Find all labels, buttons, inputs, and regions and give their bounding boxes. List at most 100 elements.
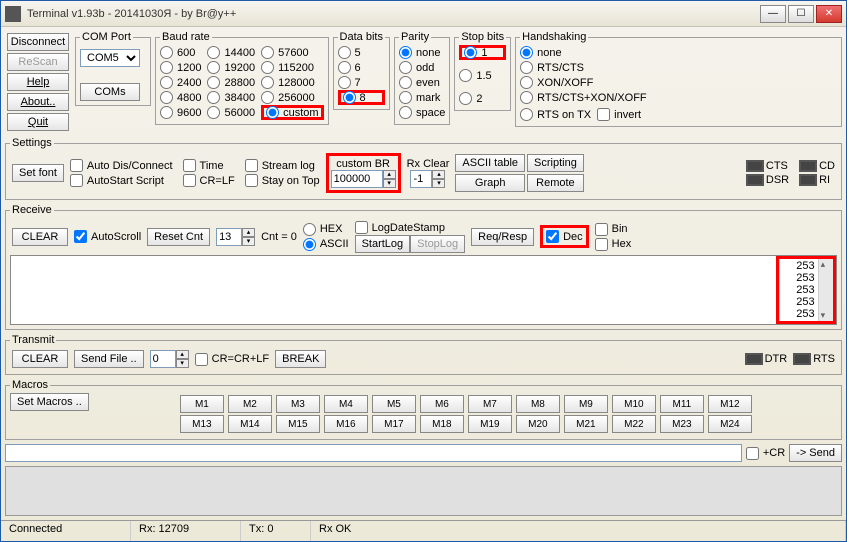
tx-clear-button[interactable]: CLEAR bbox=[12, 350, 68, 368]
startlog-button[interactable]: StartLog bbox=[355, 235, 411, 253]
help-button[interactable]: Help bbox=[7, 73, 69, 91]
asciitable-button[interactable]: ASCII table bbox=[455, 154, 525, 172]
reqresp-button[interactable]: Req/Resp bbox=[471, 228, 534, 246]
macro-m22[interactable]: M22 bbox=[612, 415, 656, 433]
about-button[interactable]: About.. bbox=[7, 93, 69, 111]
hex-radio[interactable]: HEX bbox=[303, 222, 349, 237]
macro-m19[interactable]: M19 bbox=[468, 415, 512, 433]
sendfile-button[interactable]: Send File .. bbox=[74, 350, 144, 368]
macro-m17[interactable]: M17 bbox=[372, 415, 416, 433]
baud-19200[interactable]: 19200 bbox=[207, 60, 255, 75]
break-button[interactable]: BREAK bbox=[275, 350, 326, 368]
comport-select[interactable]: COM5 bbox=[80, 49, 140, 67]
graph-button[interactable]: Graph bbox=[455, 174, 525, 192]
stayontop-check[interactable]: Stay on Top bbox=[245, 173, 320, 188]
minimize-button[interactable]: — bbox=[760, 5, 786, 23]
send-input[interactable] bbox=[5, 444, 742, 462]
stopbits-2[interactable]: 2 bbox=[459, 91, 506, 106]
bin-check[interactable]: Bin bbox=[595, 222, 632, 237]
baud-14400[interactable]: 14400 bbox=[207, 45, 255, 60]
macro-m9[interactable]: M9 bbox=[564, 395, 608, 413]
baud-256000[interactable]: 256000 bbox=[261, 90, 323, 105]
baud-28800[interactable]: 28800 bbox=[207, 75, 255, 90]
macro-m13[interactable]: M13 bbox=[180, 415, 224, 433]
databits-5[interactable]: 5 bbox=[338, 45, 385, 60]
macro-m4[interactable]: M4 bbox=[324, 395, 368, 413]
dec-check[interactable]: Dec bbox=[546, 229, 583, 244]
baud-600[interactable]: 600 bbox=[160, 45, 201, 60]
baud-56000[interactable]: 56000 bbox=[207, 105, 255, 120]
custombr-input[interactable] bbox=[331, 170, 383, 188]
baud-38400[interactable]: 38400 bbox=[207, 90, 255, 105]
handshake-RTS/CTS[interactable]: RTS/CTS bbox=[520, 60, 837, 75]
rtsontx-radio[interactable]: RTS on TX bbox=[520, 107, 591, 122]
remote-button[interactable]: Remote bbox=[527, 174, 584, 192]
disconnect-button[interactable]: Disconnect bbox=[7, 33, 69, 51]
streamlog-check[interactable]: Stream log bbox=[245, 158, 320, 173]
send-button[interactable]: -> Send bbox=[789, 444, 842, 462]
macro-m23[interactable]: M23 bbox=[660, 415, 704, 433]
parity-space[interactable]: space bbox=[399, 105, 445, 120]
crcrlf-check[interactable]: CR=CR+LF bbox=[195, 352, 269, 367]
autostart-check[interactable]: AutoStart Script bbox=[70, 173, 173, 188]
rx-clear-button[interactable]: CLEAR bbox=[12, 228, 68, 246]
parity-none[interactable]: none bbox=[399, 45, 445, 60]
invert-check[interactable]: invert bbox=[597, 107, 641, 122]
hex2-check[interactable]: Hex bbox=[595, 237, 632, 252]
resetcnt-button[interactable]: Reset Cnt bbox=[147, 228, 210, 246]
macro-m2[interactable]: M2 bbox=[228, 395, 272, 413]
macro-m12[interactable]: M12 bbox=[708, 395, 752, 413]
macro-m16[interactable]: M16 bbox=[324, 415, 368, 433]
macro-m3[interactable]: M3 bbox=[276, 395, 320, 413]
rts-indicator[interactable]: RTS bbox=[793, 353, 835, 365]
stopbits-1[interactable]: 1 bbox=[459, 45, 506, 60]
macro-m24[interactable]: M24 bbox=[708, 415, 752, 433]
macro-m15[interactable]: M15 bbox=[276, 415, 320, 433]
macro-m21[interactable]: M21 bbox=[564, 415, 608, 433]
macro-m18[interactable]: M18 bbox=[420, 415, 464, 433]
stopbits-1.5[interactable]: 1.5 bbox=[459, 68, 506, 83]
databits-6[interactable]: 6 bbox=[338, 60, 385, 75]
rescan-button[interactable]: ReScan bbox=[7, 53, 69, 71]
quit-button[interactable]: Quit bbox=[7, 113, 69, 131]
parity-mark[interactable]: mark bbox=[399, 90, 445, 105]
coms-button[interactable]: COMs bbox=[80, 83, 140, 101]
baud-115200[interactable]: 115200 bbox=[261, 60, 323, 75]
logdatestamp-check[interactable]: LogDateStamp bbox=[355, 220, 466, 235]
parity-even[interactable]: even bbox=[399, 75, 445, 90]
handshake-RTS/CTS+XON/XOFF[interactable]: RTS/CTS+XON/XOFF bbox=[520, 90, 837, 105]
crlf-check[interactable]: CR=LF bbox=[183, 173, 235, 188]
setfont-button[interactable]: Set font bbox=[12, 164, 64, 182]
rxclear-input[interactable] bbox=[410, 170, 432, 188]
macro-m5[interactable]: M5 bbox=[372, 395, 416, 413]
autoscroll-check[interactable]: AutoScroll bbox=[74, 229, 141, 244]
rx-spin-input[interactable] bbox=[216, 228, 242, 246]
handshake-XON/XOFF[interactable]: XON/XOFF bbox=[520, 75, 837, 90]
macro-m14[interactable]: M14 bbox=[228, 415, 272, 433]
close-button[interactable]: ✕ bbox=[816, 5, 842, 23]
baud-4800[interactable]: 4800 bbox=[160, 90, 201, 105]
rxclear-spin[interactable]: ▴▾ bbox=[432, 170, 445, 188]
autodis-check[interactable]: Auto Dis/Connect bbox=[70, 158, 173, 173]
baud-custom[interactable]: custom bbox=[261, 105, 323, 120]
dtr-indicator[interactable]: DTR bbox=[745, 353, 788, 365]
parity-odd[interactable]: odd bbox=[399, 60, 445, 75]
setmacros-button[interactable]: Set Macros .. bbox=[10, 393, 89, 411]
macro-m6[interactable]: M6 bbox=[420, 395, 464, 413]
ascii-radio[interactable]: ASCII bbox=[303, 237, 349, 252]
macro-m11[interactable]: M11 bbox=[660, 395, 704, 413]
custombr-spin[interactable]: ▴▾ bbox=[383, 170, 396, 188]
macro-m1[interactable]: M1 bbox=[180, 395, 224, 413]
macro-m20[interactable]: M20 bbox=[516, 415, 560, 433]
baud-2400[interactable]: 2400 bbox=[160, 75, 201, 90]
rx-scrollbar[interactable] bbox=[818, 259, 833, 321]
maximize-button[interactable]: ☐ bbox=[788, 5, 814, 23]
rx-spin[interactable]: ▴▾ bbox=[242, 228, 255, 246]
macro-m8[interactable]: M8 bbox=[516, 395, 560, 413]
macro-m10[interactable]: M10 bbox=[612, 395, 656, 413]
databits-7[interactable]: 7 bbox=[338, 75, 385, 90]
stoplog-button[interactable]: StopLog bbox=[410, 235, 465, 253]
cr-check[interactable]: +CR bbox=[746, 446, 785, 461]
tx-spin[interactable]: ▴▾ bbox=[176, 350, 189, 368]
baud-128000[interactable]: 128000 bbox=[261, 75, 323, 90]
